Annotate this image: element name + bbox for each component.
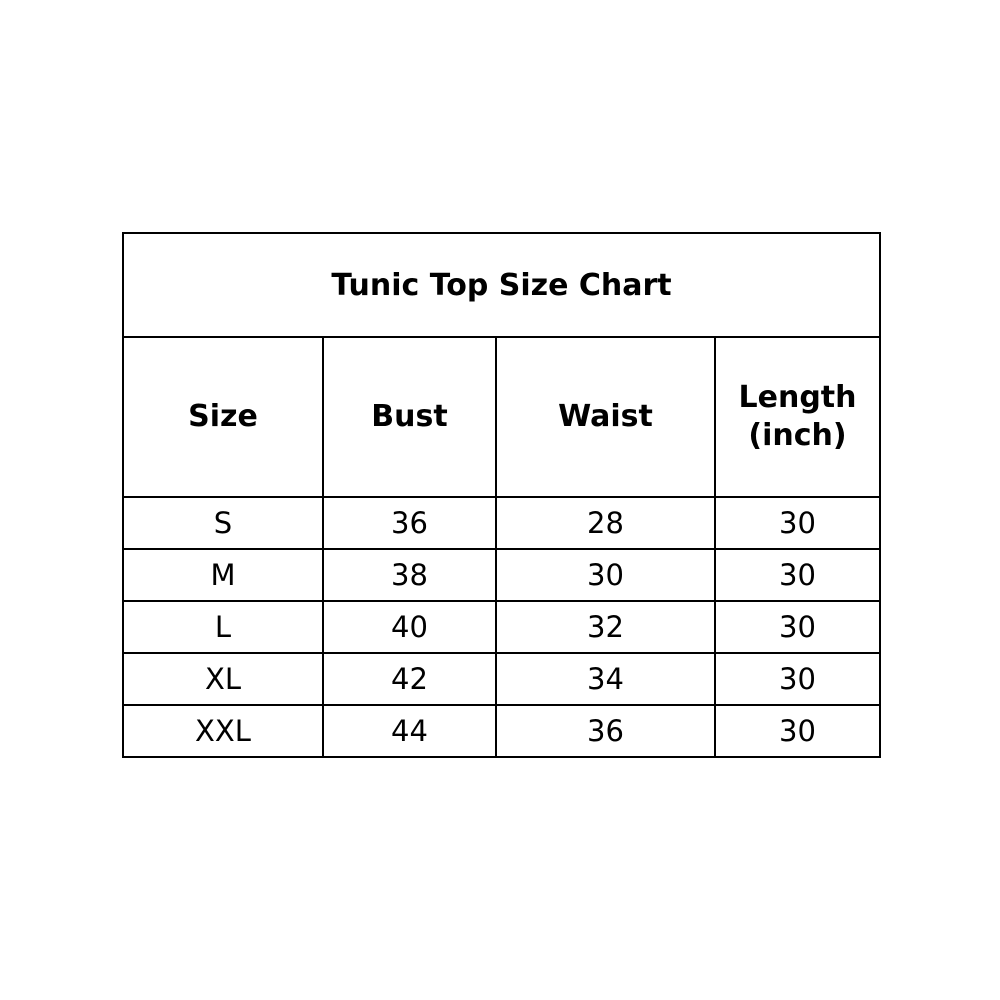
cell-size: L [122, 600, 324, 654]
cell-bust: 44 [322, 704, 497, 758]
cell-waist: 30 [495, 548, 716, 602]
cell-size: XXL [122, 704, 324, 758]
header-length-unit: (inch) [748, 418, 847, 453]
table-row: XL 42 34 30 [122, 652, 881, 706]
cell-length: 30 [714, 548, 881, 602]
header-waist: Waist [495, 336, 716, 498]
header-length: Length (inch) [714, 336, 881, 498]
cell-waist: 28 [495, 496, 716, 550]
cell-waist: 34 [495, 652, 716, 706]
table-row: XXL 44 36 30 [122, 704, 881, 758]
table-row: S 36 28 30 [122, 496, 881, 550]
cell-bust: 38 [322, 548, 497, 602]
cell-size: M [122, 548, 324, 602]
cell-length: 30 [714, 704, 881, 758]
table-row: M 38 30 30 [122, 548, 881, 602]
cell-bust: 40 [322, 600, 497, 654]
header-length-label: Length [738, 380, 857, 415]
cell-length: 30 [714, 652, 881, 706]
cell-waist: 32 [495, 600, 716, 654]
header-row: Size Bust Waist Length (inch) [122, 336, 881, 498]
cell-size: S [122, 496, 324, 550]
cell-bust: 36 [322, 496, 497, 550]
header-size: Size [122, 336, 324, 498]
size-chart-table: Tunic Top Size Chart Size Bust Waist Len… [122, 232, 881, 758]
cell-bust: 42 [322, 652, 497, 706]
table-row: L 40 32 30 [122, 600, 881, 654]
table-title: Tunic Top Size Chart [122, 232, 881, 338]
header-bust: Bust [322, 336, 497, 498]
cell-length: 30 [714, 600, 881, 654]
cell-size: XL [122, 652, 324, 706]
cell-length: 30 [714, 496, 881, 550]
cell-waist: 36 [495, 704, 716, 758]
